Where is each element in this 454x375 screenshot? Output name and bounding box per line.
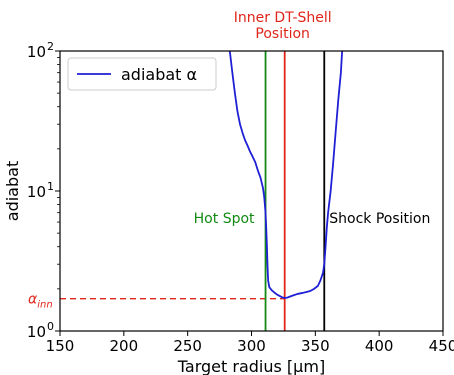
inner-shell-label-line-0: Inner DT-Shell: [234, 10, 332, 26]
legend-label: adiabat α: [121, 65, 197, 84]
y-tick-label: 10: [27, 183, 46, 201]
y-tick-exponent: 2: [47, 40, 54, 53]
y-tick-exponent: 1: [47, 180, 54, 193]
y-axis-label: adiabat: [3, 161, 22, 221]
legend-box: [67, 57, 217, 91]
legend: adiabat α: [67, 57, 217, 91]
y-tick-exponent: 0: [47, 320, 54, 333]
x-tick-label: 300: [237, 337, 266, 355]
annotation-layer: Hot Spot Shock Position Inner DT-ShellPosi…: [28, 10, 430, 311]
plot-layer: [60, 51, 344, 331]
shock-position-label: Shock Position: [329, 211, 430, 227]
x-tick-label: 150: [46, 337, 75, 355]
y-tick-label: 10: [27, 43, 46, 61]
alpha-inn-subscript: inn: [37, 300, 52, 311]
x-tick-label: 200: [110, 337, 139, 355]
x-axis-label: Target radius [μm]: [177, 357, 325, 375]
x-tick-label: 450: [429, 337, 454, 355]
inner-shell-label-line-1: Position: [255, 26, 310, 42]
x-tick-label: 400: [365, 337, 394, 355]
y-tick-label: 10: [27, 323, 46, 341]
x-tick-label: 350: [301, 337, 330, 355]
series-line-0: [228, 51, 344, 299]
hot-spot-label: Hot Spot: [194, 211, 255, 227]
x-tick-label: 250: [173, 337, 202, 355]
plot-frame: [59, 50, 444, 332]
alpha-inn-label: αinn: [28, 292, 53, 311]
